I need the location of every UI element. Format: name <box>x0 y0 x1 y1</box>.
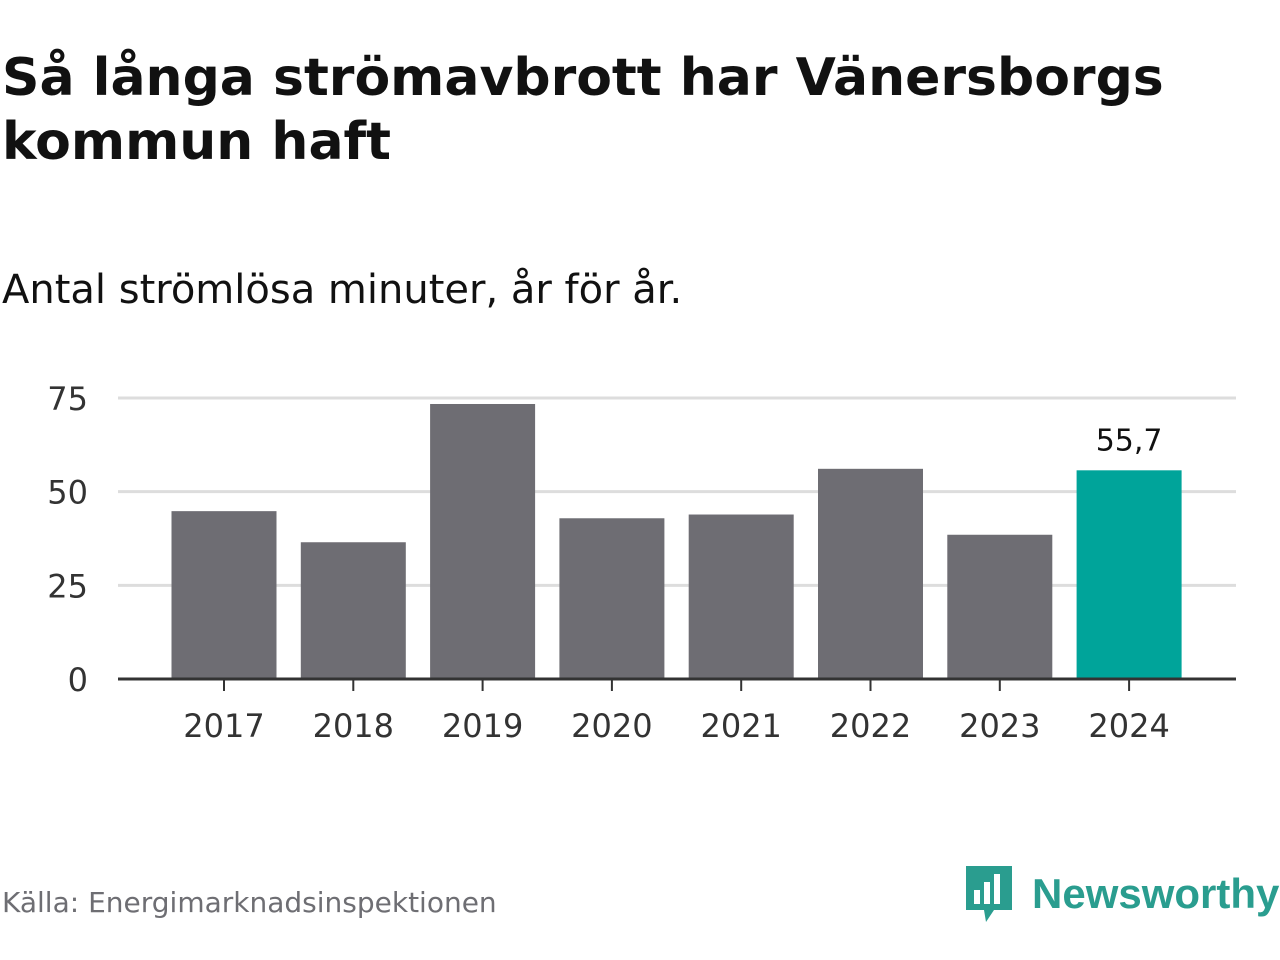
x-tick-label: 2018 <box>313 707 394 745</box>
brand-name: Newsworthy <box>1032 870 1280 917</box>
x-tick-label: 2023 <box>959 707 1040 745</box>
source-note: Källa: Energimarknadsinspektionen <box>2 886 497 919</box>
brand-logo: Newsworthy <box>964 864 1279 924</box>
bar <box>688 514 794 679</box>
x-tick-label: 2017 <box>183 707 264 745</box>
x-tick-label: 2024 <box>1088 707 1169 745</box>
data-label: 55,7 <box>1096 423 1163 458</box>
y-tick-label: 50 <box>47 474 88 512</box>
x-tick-label: 2021 <box>700 707 781 745</box>
bar <box>430 403 536 679</box>
x-tick-label: 2020 <box>571 707 652 745</box>
y-tick-label: 0 <box>68 661 88 699</box>
bar-highlight <box>1076 470 1182 679</box>
x-tick-label: 2019 <box>442 707 523 745</box>
bar-chart: 0 25 50 75 2017 2018 2019 2020 2021 2022 2023 2024 5… <box>47 380 1236 745</box>
bar <box>300 542 406 679</box>
bar <box>947 534 1053 679</box>
y-tick-label: 75 <box>47 380 88 418</box>
bar <box>559 518 665 679</box>
chart-subtitle: Antal strömlösa minuter, år för år. <box>2 267 683 313</box>
newsworthy-logo-icon <box>966 866 1012 922</box>
bar <box>818 468 923 679</box>
chart-title: Så långa strömavbrott har Vänersborgs ko… <box>2 48 1164 172</box>
y-tick-label: 25 <box>47 567 88 605</box>
x-tick-label: 2022 <box>830 707 911 745</box>
bar <box>171 511 277 679</box>
